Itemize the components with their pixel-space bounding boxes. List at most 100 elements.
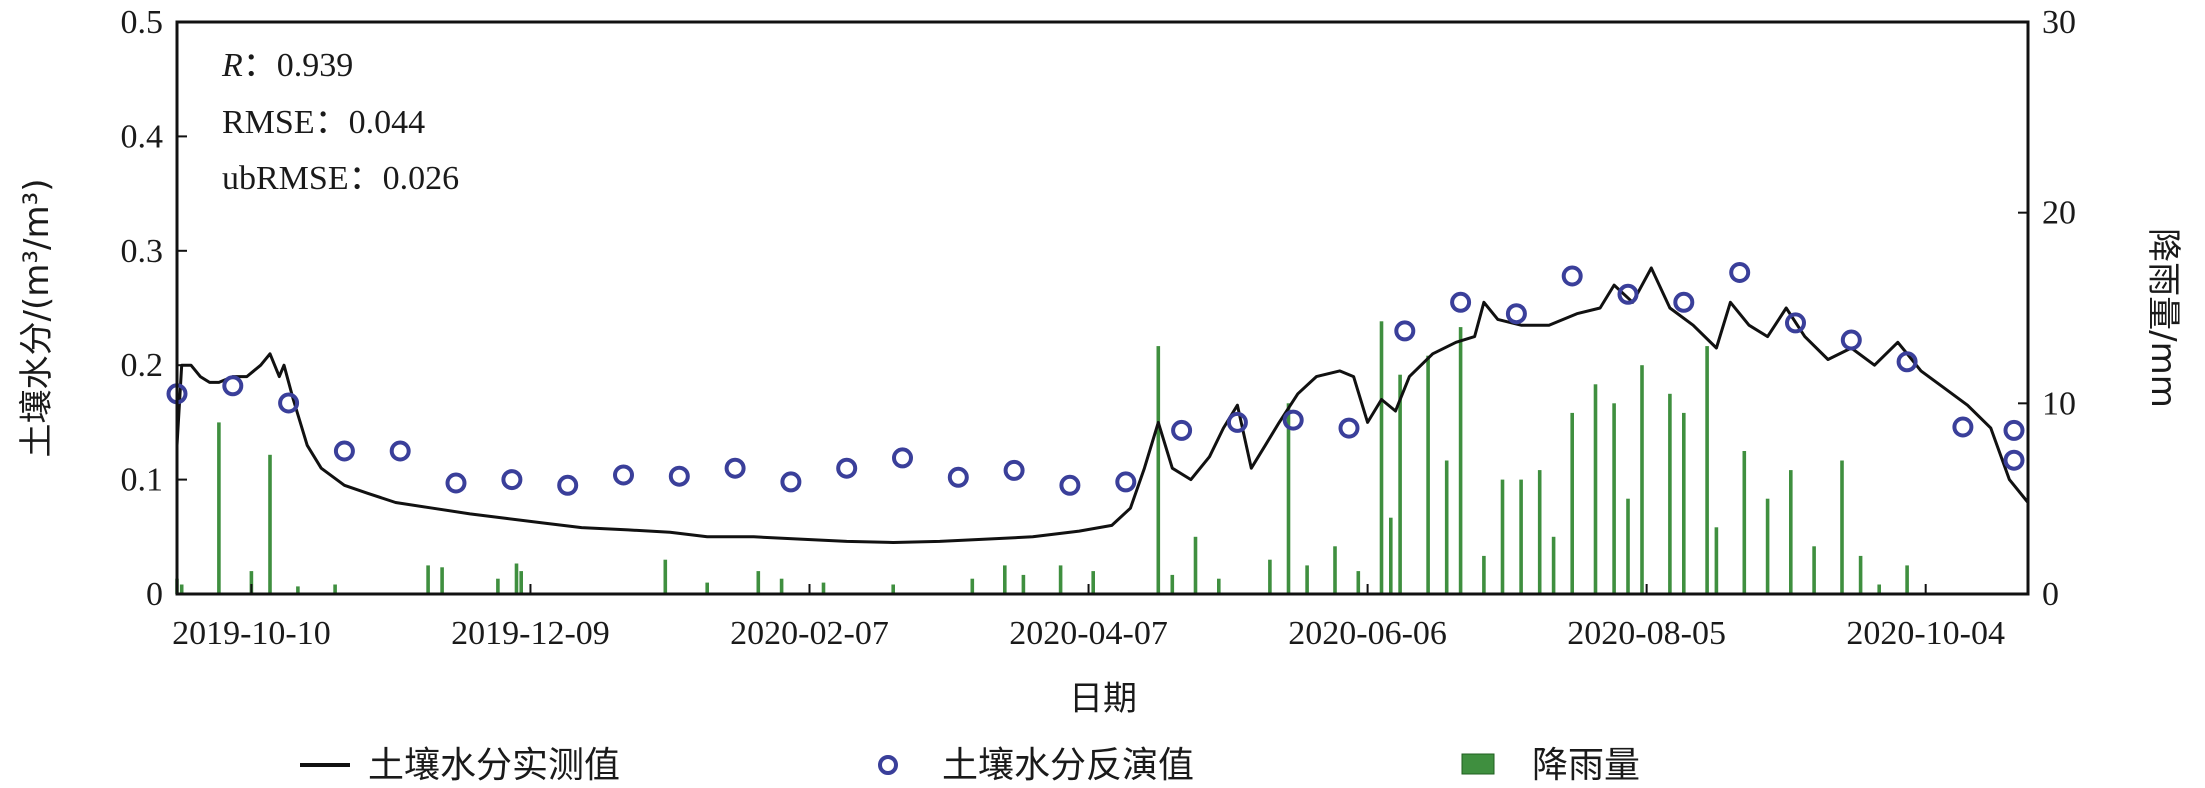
retrieved-point-16	[1059, 474, 1081, 496]
rain-bar-26	[1217, 578, 1221, 594]
retrieved-point-10	[724, 457, 746, 479]
rain-bar-51	[1714, 527, 1719, 594]
retrieved-point-8	[613, 464, 634, 486]
rain-bar-42	[1551, 536, 1556, 594]
measured-line-layer	[175, 266, 2030, 544]
retrieved-point-28	[1729, 262, 1751, 283]
rain-bar-1	[179, 584, 184, 594]
rain-bar-12	[663, 559, 668, 594]
rain-bar-24	[1170, 574, 1175, 594]
retrieved-points	[166, 262, 2025, 496]
retrieved-point-24	[1505, 303, 1527, 325]
retrieved-point-19	[1226, 411, 1248, 433]
y2-tick-label-0: 0	[2042, 576, 2059, 613]
rain-bar-36	[1444, 460, 1449, 594]
annotation-ubrmse: ubRMSE：0.026	[222, 160, 459, 197]
y-tick-label-0: 0	[146, 576, 163, 613]
retrieved-point-23	[1450, 291, 1472, 313]
rain-bar-18	[970, 578, 975, 594]
rain-bar-38	[1482, 555, 1486, 594]
rain-bar-15	[779, 578, 784, 594]
rain-bar-49	[1682, 412, 1686, 594]
retrieved-point-11	[780, 471, 802, 493]
rain-bar-22	[1091, 571, 1095, 594]
retrieved-point-6	[501, 469, 523, 491]
retrieved-point-32	[1952, 416, 1974, 438]
retrieved-point-33	[2003, 419, 2025, 441]
retrieved-point-18	[1171, 419, 1193, 441]
retrieved-point-20	[1282, 409, 1304, 431]
retrieved-point-3	[333, 440, 355, 462]
y-tick-label-2: 0.2	[121, 347, 164, 384]
rain-bar-35	[1426, 355, 1430, 594]
y2-tick-label-3: 30	[2042, 4, 2076, 41]
rain-bar-2	[217, 422, 221, 594]
retrieved-point-15	[1003, 459, 1025, 481]
retrieved-point-1	[222, 375, 244, 397]
rain-bar-37	[1458, 327, 1463, 594]
retrieved-point-14	[947, 466, 969, 488]
retrieved-point-2	[278, 392, 300, 414]
rain-bar-52	[1742, 451, 1747, 594]
y-tick-label-5: 0.5	[121, 4, 164, 41]
rain-bar-53	[1765, 498, 1770, 594]
x-tick-label-3: 2020-04-07	[1009, 615, 1168, 652]
rain-bar-54	[1789, 470, 1793, 594]
rain-bar-58	[1877, 584, 1881, 594]
rain-bar-3	[249, 571, 254, 594]
rain-bar-59	[1905, 565, 1909, 594]
rain-bar-17	[891, 584, 895, 594]
rain-bar-19	[1003, 565, 1007, 594]
rain-bar-11	[519, 571, 523, 594]
y2-tick-label-1: 10	[2042, 385, 2076, 422]
x-axis-title: 日期	[1069, 679, 1137, 719]
rain-bar-9	[496, 578, 500, 594]
retrieved-point-34	[2003, 449, 2025, 471]
retrieved-point-7	[557, 474, 579, 496]
retrieved-point-25	[1561, 265, 1583, 287]
retrieved-point-31	[1896, 351, 1918, 373]
legend-rain-swatch	[1461, 753, 1495, 775]
rain-bar-43	[1570, 412, 1574, 594]
retrieved-point-5	[445, 472, 467, 494]
retrieved-point-17	[1115, 471, 1137, 493]
rain-bar-41	[1537, 470, 1542, 594]
rain-bar-31	[1356, 571, 1361, 594]
rain-bar-34	[1398, 374, 1402, 594]
rain-bar-29	[1305, 565, 1309, 594]
rain-bar-47	[1640, 365, 1644, 594]
left-y-axis-title: 土壤水分/(m³/m³)	[17, 179, 57, 458]
retrieved-point-4	[389, 440, 411, 462]
rain-bar-28	[1286, 403, 1291, 594]
right-y-axis-ticks: 0 10 20 30	[2018, 4, 2076, 613]
annotation-r: R：0.939	[221, 47, 353, 84]
right-y-axis-title: 降雨量/mm	[2143, 228, 2183, 408]
rain-bar-21	[1058, 565, 1063, 594]
rain-bar-20	[1021, 574, 1026, 594]
rain-bar-5	[296, 586, 300, 594]
rain-bar-55	[1812, 546, 1816, 594]
y-tick-label-3: 0.3	[121, 233, 164, 270]
retrieved-point-21	[1338, 417, 1360, 439]
rain-bar-25	[1193, 536, 1198, 594]
rain-bar-50	[1705, 346, 1709, 594]
retrieved-point-26	[1617, 283, 1639, 305]
rainfall-bars	[175, 321, 1909, 594]
rain-bar-44	[1593, 384, 1598, 594]
rain-bar-13	[705, 582, 709, 594]
x-tick-label-4: 2020-06-06	[1288, 615, 1447, 652]
retrieved-point-13	[892, 447, 913, 469]
y-tick-label-4: 0.4	[121, 118, 164, 155]
rain-bar-45	[1612, 403, 1616, 594]
retrieved-point-30	[1840, 329, 1862, 351]
rain-bar-10	[514, 563, 519, 594]
rain-bar-33	[1389, 517, 1393, 594]
x-axis-ticks: 2019-10-10 2019-12-09 2020-02-07 2020-04-07…	[172, 584, 2005, 652]
rain-bar-6	[333, 584, 337, 594]
x-tick-label-1: 2019-12-09	[451, 615, 610, 652]
legend-rain-label: 降雨量	[1532, 745, 1640, 786]
rain-bar-27	[1268, 559, 1272, 594]
plot-frame	[175, 20, 2030, 596]
legend-retrieved-label: 土壤水分反演值	[942, 745, 1194, 786]
rain-bar-57	[1858, 555, 1863, 594]
